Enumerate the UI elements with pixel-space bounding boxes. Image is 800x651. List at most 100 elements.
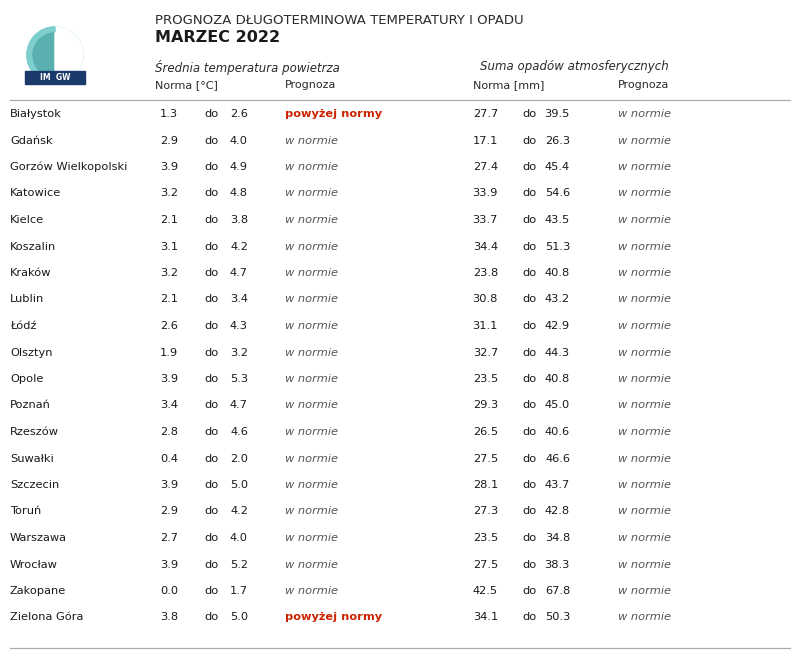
- Text: w normie: w normie: [285, 400, 338, 411]
- Text: 0.0: 0.0: [160, 586, 178, 596]
- Text: do: do: [204, 242, 218, 251]
- Text: Olsztyn: Olsztyn: [10, 348, 53, 357]
- Text: do: do: [522, 559, 536, 570]
- Text: do: do: [522, 348, 536, 357]
- Text: 27.5: 27.5: [473, 559, 498, 570]
- Text: 5.2: 5.2: [230, 559, 248, 570]
- Text: do: do: [204, 400, 218, 411]
- Text: do: do: [522, 613, 536, 622]
- Text: 2.1: 2.1: [160, 215, 178, 225]
- Text: 4.0: 4.0: [230, 135, 248, 146]
- Text: powyżej normy: powyżej normy: [285, 613, 382, 622]
- Text: Prognoza: Prognoza: [618, 80, 670, 90]
- Text: w normie: w normie: [618, 294, 671, 305]
- Text: w normie: w normie: [285, 215, 338, 225]
- Text: 5.3: 5.3: [230, 374, 248, 384]
- Text: 4.7: 4.7: [230, 268, 248, 278]
- Text: 43.5: 43.5: [545, 215, 570, 225]
- Text: Prognoza: Prognoza: [285, 80, 336, 90]
- Text: w normie: w normie: [618, 109, 671, 119]
- Text: w normie: w normie: [618, 400, 671, 411]
- Text: do: do: [522, 268, 536, 278]
- Text: w normie: w normie: [618, 374, 671, 384]
- Text: 23.8: 23.8: [473, 268, 498, 278]
- Text: IM  GW: IM GW: [40, 73, 70, 82]
- Text: do: do: [204, 294, 218, 305]
- Text: do: do: [204, 268, 218, 278]
- Text: w normie: w normie: [618, 559, 671, 570]
- Text: 3.2: 3.2: [230, 348, 248, 357]
- Text: Rzeszów: Rzeszów: [10, 427, 59, 437]
- Text: 2.0: 2.0: [230, 454, 248, 464]
- Text: Szczecin: Szczecin: [10, 480, 59, 490]
- Text: Kielce: Kielce: [10, 215, 44, 225]
- Text: Suwałki: Suwałki: [10, 454, 54, 464]
- Text: powyżej normy: powyżej normy: [285, 109, 382, 119]
- Text: do: do: [204, 454, 218, 464]
- Text: 40.8: 40.8: [545, 374, 570, 384]
- Text: Opole: Opole: [10, 374, 43, 384]
- Text: 4.7: 4.7: [230, 400, 248, 411]
- Text: 1.9: 1.9: [160, 348, 178, 357]
- Text: 3.9: 3.9: [160, 162, 178, 172]
- Text: do: do: [204, 321, 218, 331]
- Text: 46.6: 46.6: [545, 454, 570, 464]
- Text: Toruń: Toruń: [10, 506, 42, 516]
- Text: 3.4: 3.4: [160, 400, 178, 411]
- Text: do: do: [522, 480, 536, 490]
- Text: 5.0: 5.0: [230, 480, 248, 490]
- Text: w normie: w normie: [618, 242, 671, 251]
- Text: MARZEC 2022: MARZEC 2022: [155, 30, 280, 45]
- Text: 3.9: 3.9: [160, 374, 178, 384]
- Text: do: do: [204, 613, 218, 622]
- Text: 3.1: 3.1: [160, 242, 178, 251]
- Text: do: do: [204, 506, 218, 516]
- Text: 40.8: 40.8: [545, 268, 570, 278]
- Text: 4.2: 4.2: [230, 506, 248, 516]
- Text: w normie: w normie: [618, 427, 671, 437]
- Text: 1.7: 1.7: [230, 586, 248, 596]
- Text: 2.6: 2.6: [160, 321, 178, 331]
- Text: 4.0: 4.0: [230, 533, 248, 543]
- Text: 2.9: 2.9: [160, 135, 178, 146]
- Text: w normie: w normie: [285, 162, 338, 172]
- Text: 38.3: 38.3: [545, 559, 570, 570]
- Text: w normie: w normie: [618, 162, 671, 172]
- Text: Norma [mm]: Norma [mm]: [473, 80, 544, 90]
- Text: Zakopane: Zakopane: [10, 586, 66, 596]
- Text: do: do: [522, 109, 536, 119]
- Text: 23.5: 23.5: [473, 374, 498, 384]
- Text: w normie: w normie: [618, 268, 671, 278]
- Text: do: do: [522, 374, 536, 384]
- Text: 4.8: 4.8: [230, 189, 248, 199]
- Text: 43.2: 43.2: [545, 294, 570, 305]
- Text: do: do: [204, 374, 218, 384]
- Text: 3.2: 3.2: [160, 189, 178, 199]
- Text: 40.6: 40.6: [545, 427, 570, 437]
- Text: Koszalin: Koszalin: [10, 242, 56, 251]
- Text: w normie: w normie: [285, 268, 338, 278]
- Wedge shape: [55, 33, 77, 77]
- Text: 32.7: 32.7: [473, 348, 498, 357]
- Text: do: do: [522, 189, 536, 199]
- Text: Suma opadów atmosferycznych: Suma opadów atmosferycznych: [480, 60, 669, 73]
- Text: 3.8: 3.8: [160, 613, 178, 622]
- Text: 4.2: 4.2: [230, 242, 248, 251]
- Text: w normie: w normie: [285, 586, 338, 596]
- Text: do: do: [522, 215, 536, 225]
- Text: 2.6: 2.6: [230, 109, 248, 119]
- Text: w normie: w normie: [285, 294, 338, 305]
- Text: w normie: w normie: [285, 348, 338, 357]
- Text: do: do: [522, 162, 536, 172]
- Text: 44.3: 44.3: [545, 348, 570, 357]
- Text: 23.5: 23.5: [473, 533, 498, 543]
- Circle shape: [27, 27, 83, 83]
- Text: Gorzów Wielkopolski: Gorzów Wielkopolski: [10, 161, 127, 173]
- Text: 34.4: 34.4: [473, 242, 498, 251]
- Text: w normie: w normie: [618, 348, 671, 357]
- Text: 2.8: 2.8: [160, 427, 178, 437]
- Text: do: do: [204, 162, 218, 172]
- Text: do: do: [522, 400, 536, 411]
- Text: 3.2: 3.2: [160, 268, 178, 278]
- Text: do: do: [204, 135, 218, 146]
